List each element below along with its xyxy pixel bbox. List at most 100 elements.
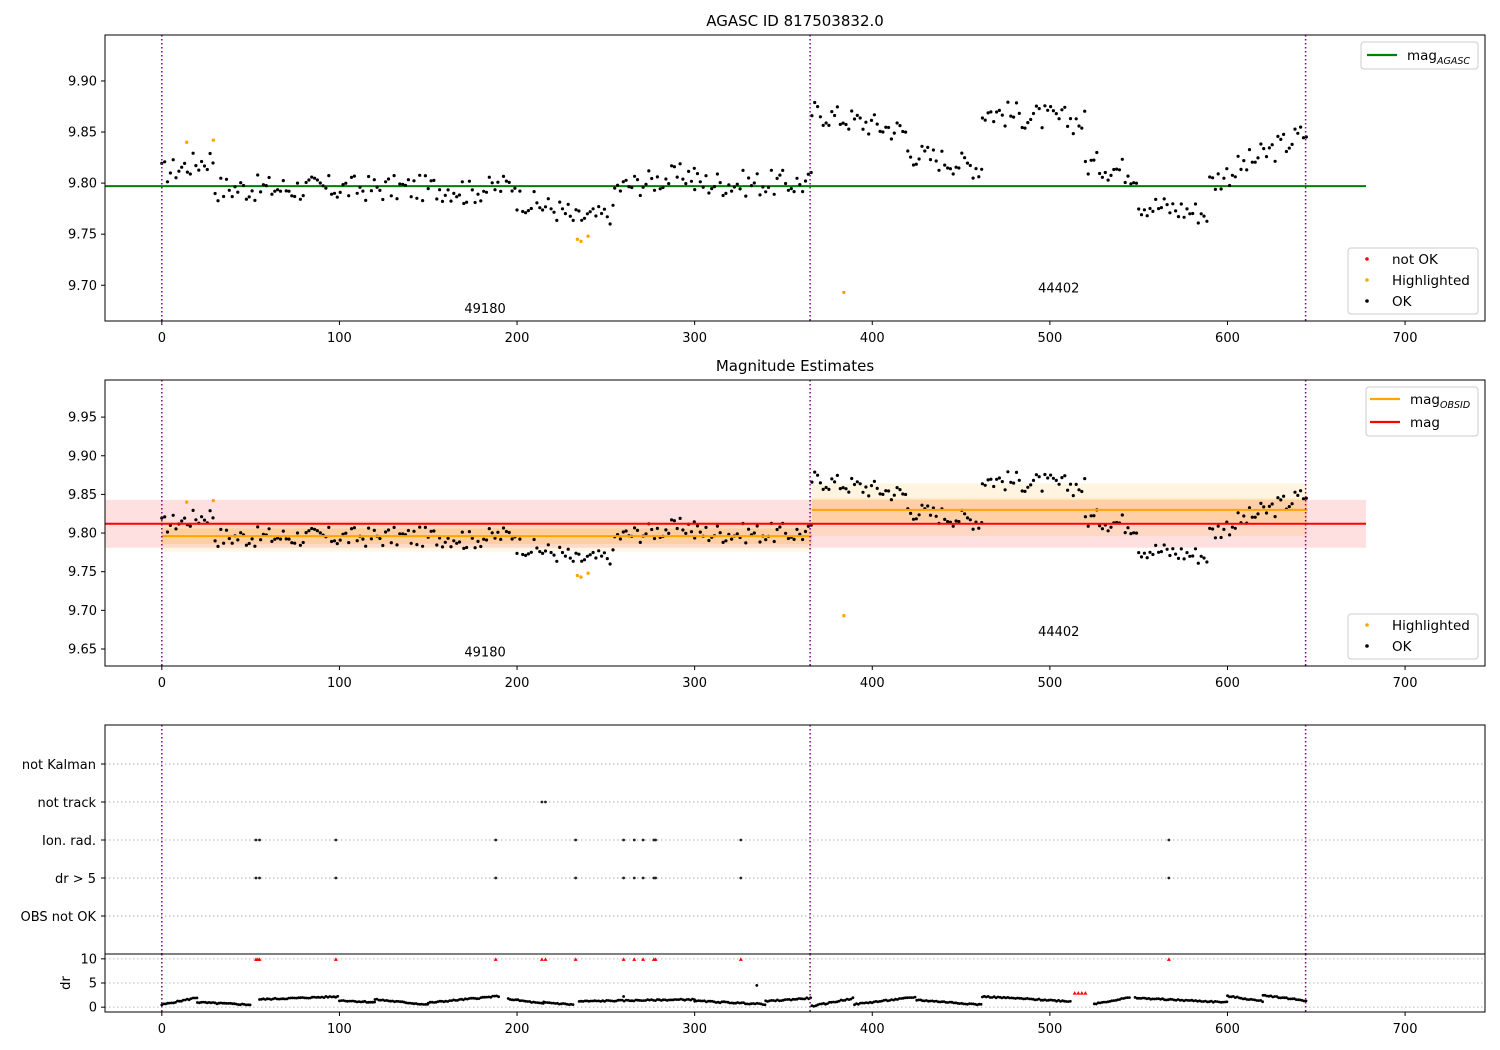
- ok-point: [1115, 167, 1119, 171]
- panel-dr: 0 100 200 300 400 500 600 700 0 5 10 dr: [59, 952, 1486, 1037]
- ok-point: [563, 212, 568, 216]
- dr-point: [422, 1003, 426, 1006]
- ok-point: [1077, 124, 1081, 128]
- ok-point: [546, 543, 550, 547]
- ok-point: [443, 193, 447, 197]
- dr-point: [170, 1001, 174, 1005]
- ok-point: [624, 178, 628, 182]
- chart-title: AGASC ID 817503832.0: [706, 12, 884, 30]
- ok-point: [594, 214, 598, 218]
- ok-point: [772, 192, 776, 196]
- ok-point: [392, 174, 396, 178]
- ok-point: [361, 189, 365, 193]
- ok-point: [476, 539, 480, 544]
- ok-point: [493, 188, 497, 192]
- ok-point: [1165, 203, 1169, 207]
- panel-flags: not Kalman not track Ion. rad. dr > 5 OBS no…: [21, 724, 1486, 955]
- ok-point: [986, 478, 990, 482]
- dr-point: [1221, 1000, 1225, 1004]
- ok-point: [861, 490, 865, 494]
- ok-point: [501, 174, 506, 178]
- ok-point: [784, 531, 788, 535]
- ok-point: [1287, 505, 1291, 509]
- x-tick-label: 500: [1037, 676, 1062, 691]
- ok-point: [344, 181, 348, 185]
- ok-point: [349, 527, 354, 531]
- ok-point: [1106, 529, 1110, 533]
- dr-point: [1288, 997, 1292, 1001]
- ok-point: [455, 195, 459, 199]
- dr-point: [1022, 997, 1025, 1001]
- dr-point: [1304, 999, 1308, 1003]
- ok-point: [213, 539, 217, 543]
- ok-point: [1089, 158, 1093, 162]
- y-axis-label: dr: [59, 976, 74, 990]
- ok-point: [1290, 502, 1294, 506]
- ok-point: [951, 524, 955, 528]
- ok-point: [830, 110, 834, 114]
- dr-flagged-marker: [641, 957, 646, 961]
- ok-point: [1222, 176, 1226, 180]
- obsid-label: 44402: [1038, 625, 1079, 640]
- ok-point: [310, 175, 314, 179]
- ok-point: [582, 216, 587, 220]
- ok-point: [344, 531, 348, 535]
- dr-point: [227, 1002, 231, 1005]
- dr-point: [851, 996, 855, 1000]
- ok-point: [992, 484, 996, 489]
- ok-point: [168, 171, 172, 175]
- dr-point: [1228, 995, 1231, 999]
- ok-point: [667, 182, 671, 186]
- chart-title: Magnitude Estimates: [716, 357, 874, 375]
- ok-point: [1012, 115, 1016, 119]
- ok-point: [1233, 526, 1237, 530]
- ok-point: [395, 543, 399, 547]
- legend-points: not OK Highlighted OK: [1347, 247, 1479, 315]
- ok-point: [833, 113, 837, 118]
- ok-point: [1123, 531, 1127, 535]
- ok-point: [909, 155, 913, 159]
- ok-point: [560, 550, 565, 555]
- ok-point: [835, 105, 840, 109]
- ok-point: [361, 537, 365, 541]
- dr-flagged-marker: [1079, 991, 1084, 995]
- ok-point: [667, 531, 671, 536]
- ok-point: [884, 125, 888, 129]
- flag-point: [334, 876, 338, 880]
- ok-point: [330, 192, 334, 196]
- ok-point: [293, 541, 297, 545]
- ok-point: [191, 151, 195, 155]
- ok-point: [230, 541, 234, 545]
- ok-point: [301, 540, 305, 545]
- ok-point: [1162, 543, 1166, 547]
- ok-point: [1242, 514, 1246, 518]
- ok-point: [926, 145, 930, 149]
- ok-point: [917, 513, 921, 517]
- ok-point: [1120, 157, 1124, 161]
- ok-point: [1182, 215, 1186, 219]
- ok-point: [426, 187, 430, 191]
- ok-point: [1137, 207, 1141, 211]
- ok-point: [163, 160, 167, 164]
- ok-point: [256, 173, 260, 177]
- ok-point: [769, 168, 774, 172]
- ok-point: [775, 176, 779, 180]
- ok-point: [718, 531, 722, 535]
- ok-point: [412, 179, 416, 183]
- dr-point: [275, 997, 279, 1001]
- x-tick-label: 300: [682, 1022, 707, 1037]
- dr-flagged-marker: [333, 957, 338, 961]
- ok-point: [521, 209, 525, 214]
- dr-point: [907, 996, 911, 999]
- ok-point: [549, 207, 553, 211]
- ok-point: [641, 185, 645, 189]
- flag-point: [1167, 838, 1171, 842]
- dr-flagged-marker: [1076, 991, 1081, 995]
- ok-point: [352, 526, 356, 530]
- dr-point: [699, 999, 702, 1003]
- dr-point: [448, 999, 452, 1002]
- ok-point: [904, 130, 908, 134]
- ok-point: [928, 158, 933, 162]
- dr-point: [763, 1003, 767, 1007]
- ok-point: [247, 541, 251, 546]
